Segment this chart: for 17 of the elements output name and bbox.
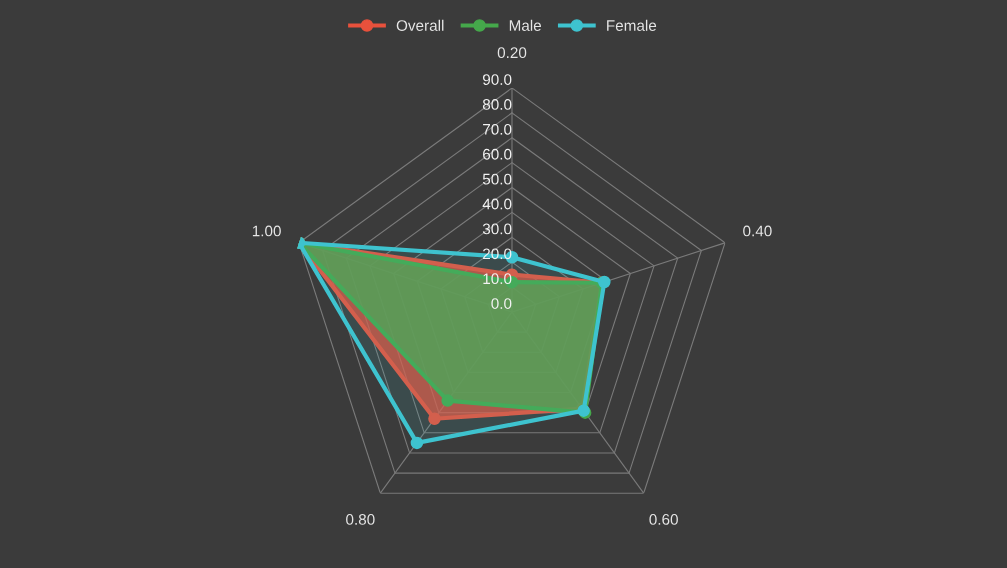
spoke-label: 1.00 [252,225,281,237]
spoke-label: 0.80 [346,514,375,525]
legend-label: Overall [396,19,444,31]
legend-label: Male [509,19,542,31]
y-tick-label: 30.0 [482,223,512,235]
y-tick-label: 70.0 [483,123,512,135]
y-tick-label: 60.0 [483,148,512,160]
y-tick-label: 10.0 [483,273,512,285]
spoke-label: 0.60 [649,514,678,525]
spoke-label: 0.20 [497,47,527,59]
y-tick-label: 90.0 [482,74,512,85]
spoke-label: 0.40 [743,225,772,237]
y-tick-label: 50.0 [482,173,512,185]
legend-label: Female [607,19,657,31]
y-tick-label: 40.0 [482,198,512,210]
y-tick-label: 0.0 [491,298,512,309]
y-tick-label: 80.0 [482,99,512,110]
